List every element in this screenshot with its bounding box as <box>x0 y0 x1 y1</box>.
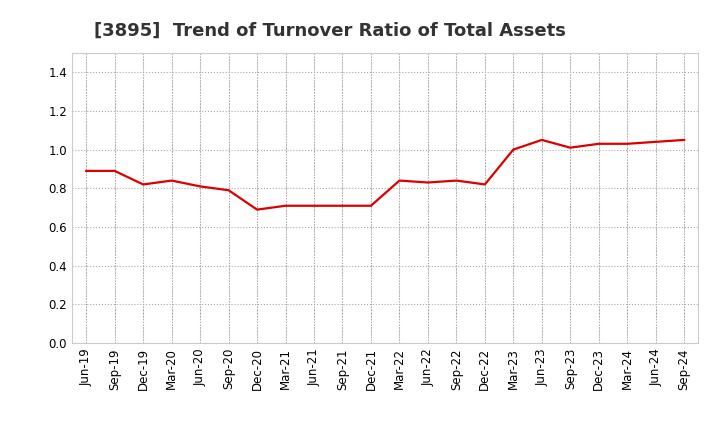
Text: [3895]  Trend of Turnover Ratio of Total Assets: [3895] Trend of Turnover Ratio of Total … <box>94 22 565 40</box>
